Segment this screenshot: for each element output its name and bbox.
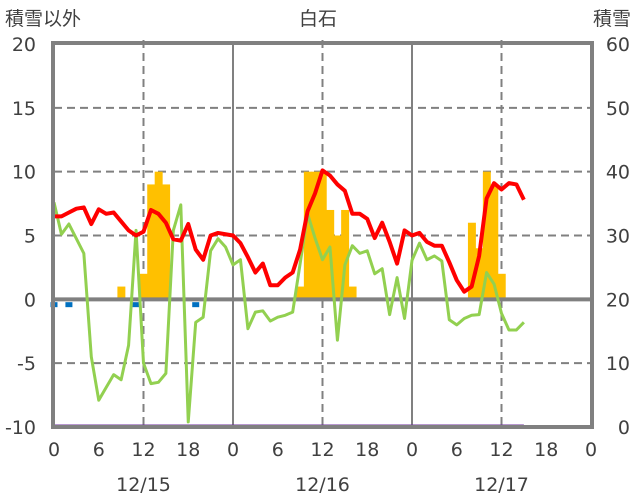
x-tick-label: 0: [585, 439, 597, 461]
x-tick-label: 6: [93, 439, 105, 461]
x-tick-label: 0: [406, 439, 418, 461]
y-left-tick-label: 20: [12, 34, 36, 56]
bar: [117, 286, 126, 300]
date-label: 12/15: [116, 474, 171, 496]
bar: [341, 209, 350, 300]
bar: [318, 171, 327, 300]
bar: [147, 184, 156, 300]
y-right-tick-label: 30: [606, 226, 630, 248]
y-right-tick-label: 0: [618, 417, 630, 439]
plot-frame: [51, 41, 594, 429]
x-tick-label: 18: [355, 439, 379, 461]
bar: [154, 171, 163, 300]
y-left-tick-label: 10: [12, 162, 36, 184]
bar: [475, 248, 484, 300]
date-label: 12/17: [474, 474, 529, 496]
date-label: 12/16: [295, 474, 350, 496]
left-axis-title: 積雪以外: [5, 8, 81, 30]
bar: [348, 286, 357, 300]
right-axis-title: 積雪: [593, 8, 631, 30]
y-left-tick-label: 0: [24, 289, 36, 311]
chart-title: 白石: [299, 8, 337, 30]
x-tick-label: 6: [451, 439, 463, 461]
x-tick-label: 6: [272, 439, 284, 461]
bar: [296, 286, 305, 300]
blue-marker: [65, 302, 73, 308]
y-right-tick-label: 10: [606, 353, 630, 375]
bar: [490, 184, 499, 300]
bar: [482, 171, 491, 300]
blue-marker: [132, 302, 140, 308]
y-right-tick-label: 20: [606, 289, 630, 311]
blue-marker: [192, 302, 200, 308]
y-right-tick-label: 50: [606, 98, 630, 120]
bar: [139, 273, 148, 300]
y-right-tick-label: 40: [606, 162, 630, 184]
y-left-tick-label: -10: [5, 417, 36, 439]
bar: [497, 273, 506, 300]
x-tick-label: 18: [534, 439, 558, 461]
x-tick-label: 12: [489, 439, 513, 461]
y-left-tick-label: -5: [17, 353, 36, 375]
plot-border: [51, 41, 594, 429]
y-left-tick-label: 15: [12, 98, 36, 120]
x-tick-label: 12: [131, 439, 155, 461]
bar: [162, 184, 171, 300]
green-line: [52, 201, 525, 424]
x-tick-label: 0: [227, 439, 239, 461]
bar: [303, 171, 312, 300]
x-tick-label: 0: [48, 439, 60, 461]
red-line: [54, 168, 526, 294]
y-left-tick-label: 5: [24, 226, 36, 248]
x-tick-label: 18: [176, 439, 200, 461]
y-right-tick-label: 60: [606, 34, 630, 56]
bar: [467, 222, 476, 300]
bar: [333, 235, 342, 300]
x-tick-label: 12: [310, 439, 334, 461]
